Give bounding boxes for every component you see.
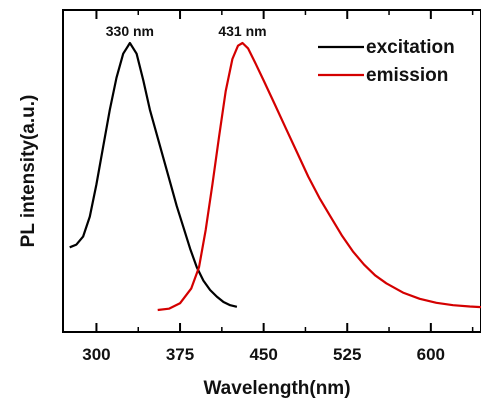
x-tick-label: 300 [82, 345, 110, 364]
series-line-emission [157, 41, 481, 312]
axis-ticks [95, 10, 474, 332]
peak-annotations: 330 nm 431 nm [106, 23, 267, 39]
series-curves [69, 41, 481, 312]
legend-label-excitation: excitation [366, 37, 455, 58]
x-tick-label: 450 [249, 345, 277, 364]
x-tick-label: 525 [333, 345, 361, 364]
legend: excitation emission [318, 37, 455, 86]
plot-frame [62, 9, 481, 333]
y-axis-title: PL intensity(a.u.) [18, 95, 39, 248]
x-tick-labels: 300 375 450 525 600 [82, 345, 445, 364]
x-axis-title: Wavelength(nm) [203, 378, 350, 399]
series-line-excitation [69, 41, 238, 308]
peak-label-excitation: 330 nm [106, 23, 154, 39]
x-tick-label: 600 [417, 345, 445, 364]
legend-label-emission: emission [366, 65, 448, 86]
x-tick-label: 375 [166, 345, 194, 364]
peak-label-emission: 431 nm [218, 23, 266, 39]
